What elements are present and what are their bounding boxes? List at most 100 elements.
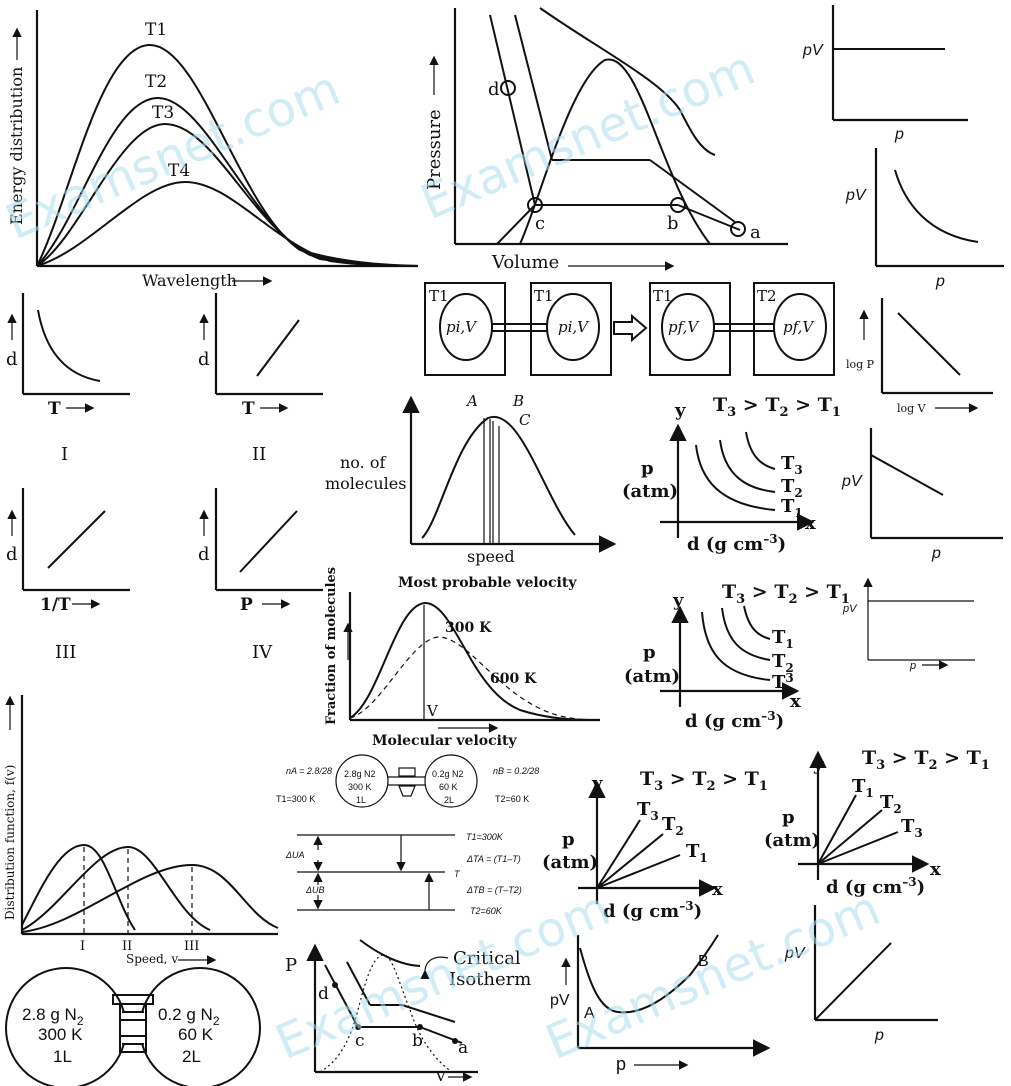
- iso1-order-label: T3 > T2 > T1: [713, 394, 841, 420]
- isotherm-plot-4: T3 > T2 > T1 y x p (atm) d (g cm–3) T1 T…: [764, 747, 990, 898]
- small-nb: nB = 0.2/28: [493, 766, 539, 776]
- density-plot-ii: d T II: [198, 293, 323, 465]
- sd-mark-b: B: [512, 392, 524, 410]
- mx-ylabel: Fraction of molecules: [324, 567, 339, 725]
- ci-label-line-2: Isotherm: [449, 969, 531, 990]
- isotherm-plot-2: T3 > T2 > T1 y x p (atm) d (g cm–3) T1 T…: [624, 581, 850, 732]
- bulb-3: [661, 293, 715, 361]
- iso1-xlabel: d (g cm–3): [687, 532, 786, 555]
- dua-label: ΔUA: [285, 850, 305, 860]
- mx-curve-600k: [349, 636, 591, 721]
- small-t2: T2=60 K: [495, 794, 529, 804]
- sd-mark-a: A: [465, 392, 478, 410]
- pv-xlabel: Volume: [491, 252, 559, 273]
- pv-ylabel: Pressure: [424, 109, 445, 190]
- curve-t1: [36, 43, 419, 267]
- box-3: [649, 282, 731, 376]
- large-left-vol: 1L: [53, 1047, 72, 1066]
- df-curve-i: [21, 843, 136, 931]
- box-3-temp: T1: [653, 287, 673, 305]
- d3-ylabel: d: [6, 544, 18, 565]
- iso2-x-label: x: [790, 691, 801, 712]
- curve-t4: [36, 180, 419, 267]
- pv-gas-branch-2: [649, 159, 736, 223]
- iso4-t1: T1: [852, 776, 874, 800]
- ci-label-b: b: [412, 1031, 423, 1051]
- pvc-label-a: A: [584, 1005, 595, 1022]
- distribution-function-plot: I II III Distribution function, f(v) Spe…: [3, 695, 279, 966]
- pv-liquid-branch: [496, 204, 536, 245]
- large-left-temp: 300 K: [38, 1025, 83, 1044]
- energy-distribution-plot: T1 T2 T3 T4 Energy distribution Waveleng…: [7, 10, 419, 290]
- small-right-temp: 60 K: [439, 782, 458, 792]
- iso3-x-label: x: [712, 879, 723, 900]
- numeral-iii: III: [55, 642, 76, 663]
- small-valve-body-icon: [398, 785, 416, 797]
- box-4: [753, 282, 835, 376]
- iso2-xlabel: d (g cm–3): [685, 709, 784, 732]
- pv-point-a: [730, 221, 746, 237]
- pvp1-xlabel: p: [894, 126, 904, 143]
- iso4-ylabel-atm: (atm): [764, 830, 820, 851]
- ci-label-line-1: Critical: [453, 948, 521, 969]
- d2-xlabel: T: [242, 399, 255, 419]
- ci-gas-2: [401, 1004, 456, 1023]
- curve-t1-label: T1: [145, 20, 167, 40]
- density-plot-iv: d P IV: [198, 488, 323, 663]
- density-plot-iii: d 1/T III: [6, 488, 130, 663]
- level-t2-label: T2=60K: [470, 906, 503, 916]
- pv-dome: [519, 58, 711, 245]
- iso3-line-t1: [596, 854, 681, 889]
- pv-point-d: [500, 80, 516, 96]
- ci-label-c: c: [355, 1031, 365, 1051]
- speed-distribution-plot: A B C no. of molecules speed: [325, 392, 617, 566]
- dtb-label: ΔTB = (T–T2): [466, 885, 522, 895]
- iso3-y-label: y: [591, 773, 603, 794]
- df-label-iii: III: [184, 939, 199, 954]
- pv-label-d: d: [488, 79, 500, 100]
- iso2-y-label: y: [672, 590, 684, 611]
- d1-curve: [37, 309, 101, 382]
- pvp2-xlabel: p: [935, 273, 945, 290]
- iso4-xlabel: d (g cm–3): [826, 875, 925, 898]
- d4-xlabel: P: [240, 595, 253, 615]
- large-right-temp: 60 K: [178, 1025, 214, 1044]
- ci-liquid-2: [346, 961, 371, 1006]
- pvp5-ylabel: pV: [784, 945, 806, 962]
- iso2-t1: T1: [772, 627, 794, 651]
- box-1: [424, 282, 506, 376]
- process-arrow-icon: [613, 313, 648, 343]
- small-left-temp: 300 K: [348, 782, 372, 792]
- iso1-y-label: y: [674, 400, 686, 421]
- pv-p-plot-increasing: pV p: [784, 905, 938, 1044]
- ci-point-d: [332, 982, 338, 988]
- iso3-line-t3: [596, 819, 641, 889]
- numeral-iv: IV: [252, 642, 273, 663]
- iso1-curve-t2: [719, 439, 776, 493]
- critical-isotherm-plot: d c b a P v Critical Isotherm: [285, 939, 531, 1086]
- bulbs-small-diagram: nA = 2.8/28 nB = 0.2/28 T1=300 K T2=60 K…: [276, 754, 539, 808]
- pvp5-line: [814, 942, 892, 1021]
- pvc-xlabel: p: [616, 1054, 626, 1074]
- d4-ylabel: d: [198, 544, 210, 565]
- box-2-temp: T1: [534, 287, 554, 305]
- small-left-mass: 2.8g N2: [344, 769, 376, 779]
- iso4-line-t1: [817, 794, 857, 865]
- bulbs-large-diagram: 2.8 g N2 300 K 1L 0.2 g N2 60 K 2L: [5, 967, 261, 1086]
- large-left-mass: 2.8 g N2: [22, 1005, 84, 1028]
- iso3-ylabel-p: p: [562, 829, 575, 850]
- iso2-ylabel-p: p: [643, 642, 656, 663]
- pv-isotherm-left-1: [489, 14, 536, 206]
- iso4-ylabel-p: p: [782, 807, 795, 828]
- iso3-t1: T1: [686, 841, 708, 865]
- iso4-x-label: x: [930, 859, 941, 880]
- numeral-i: I: [61, 444, 68, 465]
- df-label-ii: II: [122, 939, 132, 954]
- iso3-t2: T2: [662, 814, 684, 838]
- ci-label-d: d: [318, 984, 329, 1004]
- pv-label-c: c: [535, 213, 545, 234]
- box-1-state: pi,V: [446, 318, 478, 336]
- mx-curve1-label: 300 K: [445, 620, 492, 636]
- watermark-2: Examsnet.com: [413, 40, 763, 231]
- pv-point-b: [670, 197, 686, 213]
